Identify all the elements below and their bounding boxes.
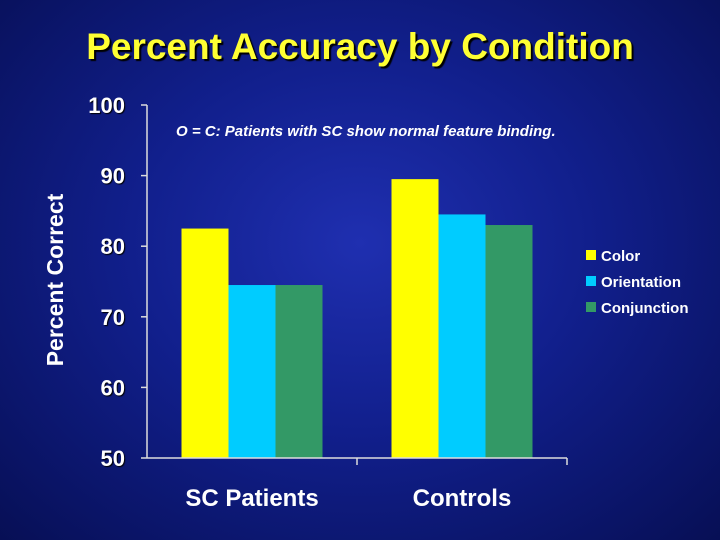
y-tick-label: 60	[101, 375, 125, 400]
y-tick-label: 80	[101, 234, 125, 259]
legend-swatch-conjunction	[586, 302, 596, 312]
slide-title: Percent Accuracy by Condition	[86, 26, 634, 67]
bar-orientation-sc-patients	[228, 285, 276, 458]
x-category-label: SC Patients	[185, 485, 318, 512]
bar-conjunction-controls	[485, 225, 533, 458]
bar-conjunction-sc-patients	[275, 285, 323, 458]
bar-orientation-controls	[438, 214, 486, 458]
x-category-label: Controls	[413, 485, 512, 512]
legend-label-orientation: Orientation	[601, 274, 681, 291]
bar-color-controls	[391, 179, 439, 458]
chart-annotation: O = C: Patients with SC show normal feat…	[176, 123, 556, 140]
y-tick-label: 50	[101, 446, 125, 471]
bar-color-sc-patients	[181, 228, 229, 458]
legend-swatch-color	[586, 250, 596, 260]
y-axis-label: Percent Correct	[42, 193, 68, 366]
y-tick-label: 70	[101, 305, 125, 330]
x-categories: SC Patients Controls	[185, 458, 568, 512]
legend-swatch-orientation	[586, 276, 596, 286]
y-tick-label: 90	[101, 164, 125, 189]
y-ticks: 50 60 70 80 90 100	[88, 93, 147, 471]
y-tick-label: 100	[88, 93, 125, 118]
legend-label-conjunction: Conjunction	[601, 300, 688, 317]
bars-group	[181, 179, 533, 458]
legend-label-color: Color	[601, 248, 640, 265]
legend: Color Orientation Conjunction	[586, 248, 688, 317]
